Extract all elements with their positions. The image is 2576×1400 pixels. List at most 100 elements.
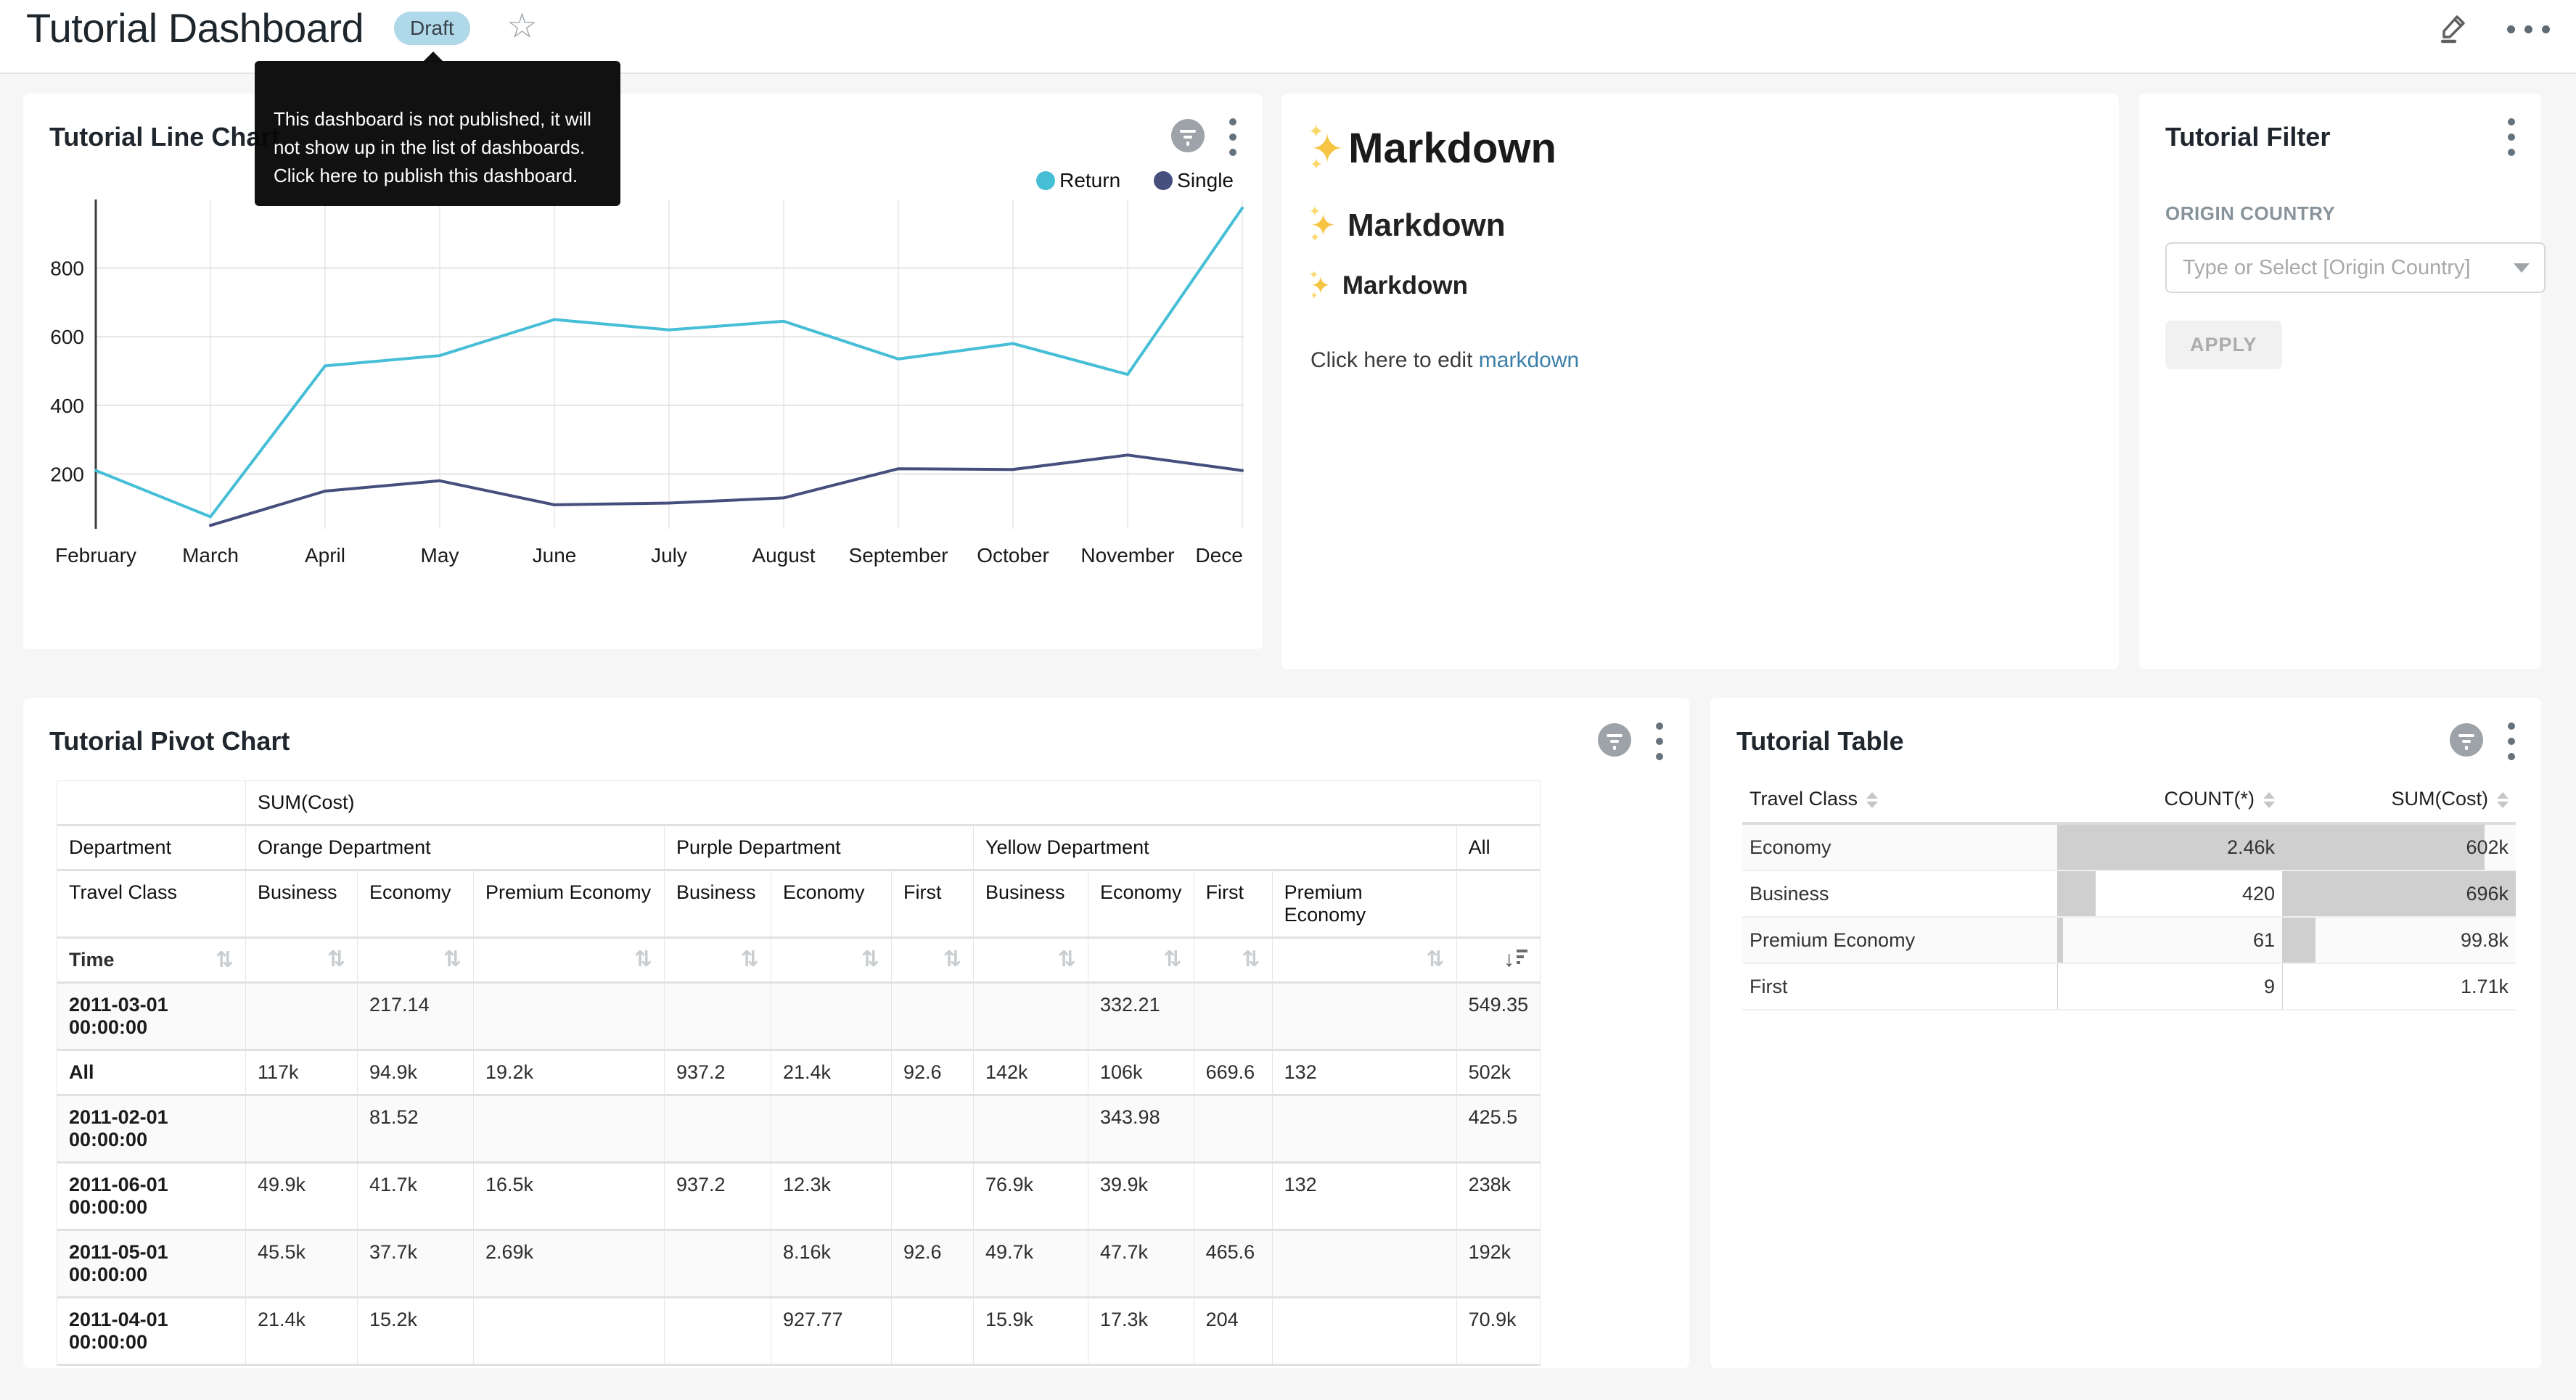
pivot-column-header[interactable]: Economy — [357, 870, 474, 939]
y-tick-label: 400 — [50, 395, 84, 417]
sort-toggle-icon[interactable]: ⇅ — [1163, 947, 1182, 971]
pivot-value-cell — [473, 982, 665, 1051]
pivot-department-row: Department Orange Department Purple Depart… — [57, 825, 1541, 871]
chart-title: Tutorial Line Chart — [49, 122, 280, 152]
kebab-menu-icon[interactable] — [2503, 114, 2519, 160]
markdown-h3: ✦ ✦ ✦ Markdown — [1309, 268, 1468, 302]
pivot-sort-cell: ⇅ — [357, 937, 474, 984]
table-row[interactable]: Economy 2.46k 602k — [1742, 823, 2516, 871]
pivot-column-header[interactable]: Premium Economy — [1271, 870, 1457, 939]
sparkles-icon: ✦ ✦ ✦ — [1308, 204, 1337, 244]
sort-toggle-icon[interactable]: ⇅ — [215, 947, 234, 972]
pivot-column-header[interactable]: First — [891, 870, 974, 939]
apply-button[interactable]: APPLY — [2165, 321, 2282, 369]
legend-item[interactable]: Return — [1036, 169, 1120, 192]
kebab-menu-icon[interactable] — [1652, 718, 1668, 765]
sort-carets-icon[interactable] — [1866, 791, 1879, 808]
sort-desc-icon[interactable]: ↓ — [1504, 949, 1529, 971]
pivot-column-header[interactable]: Premium Economy — [473, 870, 665, 939]
legend-dot-icon — [1154, 171, 1173, 190]
pivot-sort-row-label: Time — [69, 949, 115, 971]
tooltip-text: This dashboard is not published, it will… — [274, 108, 591, 186]
filter-indicator-icon[interactable] — [2448, 722, 2485, 762]
status-badge[interactable]: Draft — [394, 12, 470, 45]
pivot-value-cell: 39.9k — [1088, 1162, 1194, 1231]
pivot-column-header[interactable]: Business — [664, 870, 771, 939]
sort-toggle-icon[interactable]: ⇅ — [443, 947, 462, 971]
sum-cell: 1.71k — [2282, 963, 2516, 1010]
sort-carets-icon[interactable] — [2263, 791, 2275, 808]
edit-pencil-icon[interactable] — [2436, 10, 2471, 49]
pivot-value-cell: 15.2k — [357, 1297, 474, 1366]
x-tick-label: November — [1080, 544, 1174, 567]
kebab-menu-icon[interactable] — [2503, 718, 2519, 765]
pivot-value-cell: 81.52 — [357, 1095, 474, 1164]
table-column-header[interactable]: Travel Class — [1742, 776, 2057, 825]
filter-indicator-icon[interactable] — [1170, 118, 1206, 157]
pivot-group-header[interactable]: Orange Department — [245, 825, 665, 871]
pivot-value-cell — [473, 1297, 665, 1366]
markdown-edit-link[interactable]: markdown — [1478, 348, 1580, 372]
pivot-value-cell: 937.2 — [664, 1162, 771, 1231]
pivot-table: SUM(Cost) Department Orange Department Purp… — [57, 781, 1541, 1366]
pivot-total-cell: 238k — [1456, 1162, 1541, 1231]
y-tick-label: 800 — [50, 258, 84, 280]
x-tick-label: October — [977, 544, 1049, 567]
pivot-value-cell: 17.3k — [1088, 1297, 1194, 1366]
pivot-value-cell: 217.14 — [357, 982, 474, 1051]
sort-carets-icon[interactable] — [2497, 791, 2509, 808]
x-tick-label: August — [752, 544, 815, 567]
x-tick-label: May — [421, 544, 459, 567]
sort-toggle-icon[interactable]: ⇅ — [1426, 947, 1445, 971]
series-line-single — [209, 453, 1244, 527]
table-row[interactable]: Premium Economy 61 99.8k — [1742, 917, 2516, 964]
origin-country-select[interactable]: Type or Select [Origin Country] — [2165, 242, 2546, 293]
x-tick-label: April — [305, 544, 345, 567]
pivot-column-header[interactable]: Economy — [1088, 870, 1194, 939]
legend-dot-icon — [1036, 171, 1056, 190]
pivot-chart-card: Tutorial Pivot Chart SUM(Cost) Department… — [23, 698, 1689, 1368]
pivot-column-header[interactable]: First — [1193, 870, 1273, 939]
table-column-header[interactable]: SUM(Cost) — [2282, 776, 2516, 825]
table-row[interactable]: Business 420 696k — [1742, 870, 2516, 918]
sort-toggle-icon[interactable]: ⇅ — [861, 947, 879, 971]
legend-item[interactable]: Single — [1154, 169, 1234, 192]
pivot-group-header[interactable]: Yellow Department — [973, 825, 1457, 871]
pivot-value-cell: 45.5k — [245, 1230, 358, 1298]
line-chart: 200 400 600 800 February March April May June Jul… — [50, 199, 1244, 567]
table-row[interactable]: First 9 1.71k — [1742, 963, 2516, 1010]
pivot-data-row: All 117k 94.9k 19.2k 937.2 21.4k 92.6 142k 106k 6… — [57, 1050, 1541, 1096]
favorite-star-icon[interactable]: ☆ — [506, 7, 538, 46]
pivot-value-cell: 332.21 — [1088, 982, 1194, 1051]
pivot-value-cell: 47.7k — [1088, 1230, 1194, 1298]
pivot-total-cell: 549.35 — [1456, 982, 1541, 1051]
pivot-sort-cell: ⇅ — [473, 937, 665, 984]
pivot-group-header[interactable]: Purple Department — [664, 825, 974, 871]
pivot-column-header[interactable]: Economy — [771, 870, 892, 939]
sort-toggle-icon[interactable]: ⇅ — [1242, 947, 1260, 971]
draft-tooltip: This dashboard is not published, it will… — [255, 52, 620, 206]
more-menu-icon[interactable] — [2501, 20, 2556, 39]
sort-toggle-icon[interactable]: ⇅ — [633, 947, 652, 971]
pivot-value-cell: 204 — [1193, 1297, 1273, 1366]
pivot-data-row: 2011-06-01 00:00:00 49.9k 41.7k 16.5k 937.2 1… — [57, 1162, 1541, 1231]
pivot-sort-cell: ⇅ — [771, 937, 892, 984]
pivot-row-label: All — [57, 1050, 246, 1096]
pivot-row-dim-label: Travel Class — [57, 870, 246, 939]
pivot-sort-cell: ⇅ — [891, 937, 974, 984]
sort-toggle-icon[interactable]: ⇅ — [943, 947, 961, 971]
pivot-value-cell — [473, 1095, 665, 1164]
header-actions — [2436, 10, 2556, 49]
pivot-column-header[interactable]: Business — [245, 870, 358, 939]
sort-toggle-icon[interactable]: ⇅ — [327, 947, 345, 971]
filter-indicator-icon[interactable] — [1596, 722, 1633, 762]
sort-toggle-icon[interactable]: ⇅ — [740, 947, 759, 971]
table-column-header[interactable]: COUNT(*) — [2057, 776, 2282, 825]
pivot-row-label: 2011-03-01 00:00:00 — [57, 982, 246, 1051]
pivot-sort-cell: ⇅ — [664, 937, 771, 984]
pivot-column-header[interactable]: Business — [973, 870, 1088, 939]
pivot-total-cell: 502k — [1456, 1050, 1541, 1096]
sort-toggle-icon[interactable]: ⇅ — [1057, 947, 1076, 971]
kebab-menu-icon[interactable] — [1225, 114, 1241, 160]
table-header-label: SUM(Cost) — [2391, 788, 2489, 810]
